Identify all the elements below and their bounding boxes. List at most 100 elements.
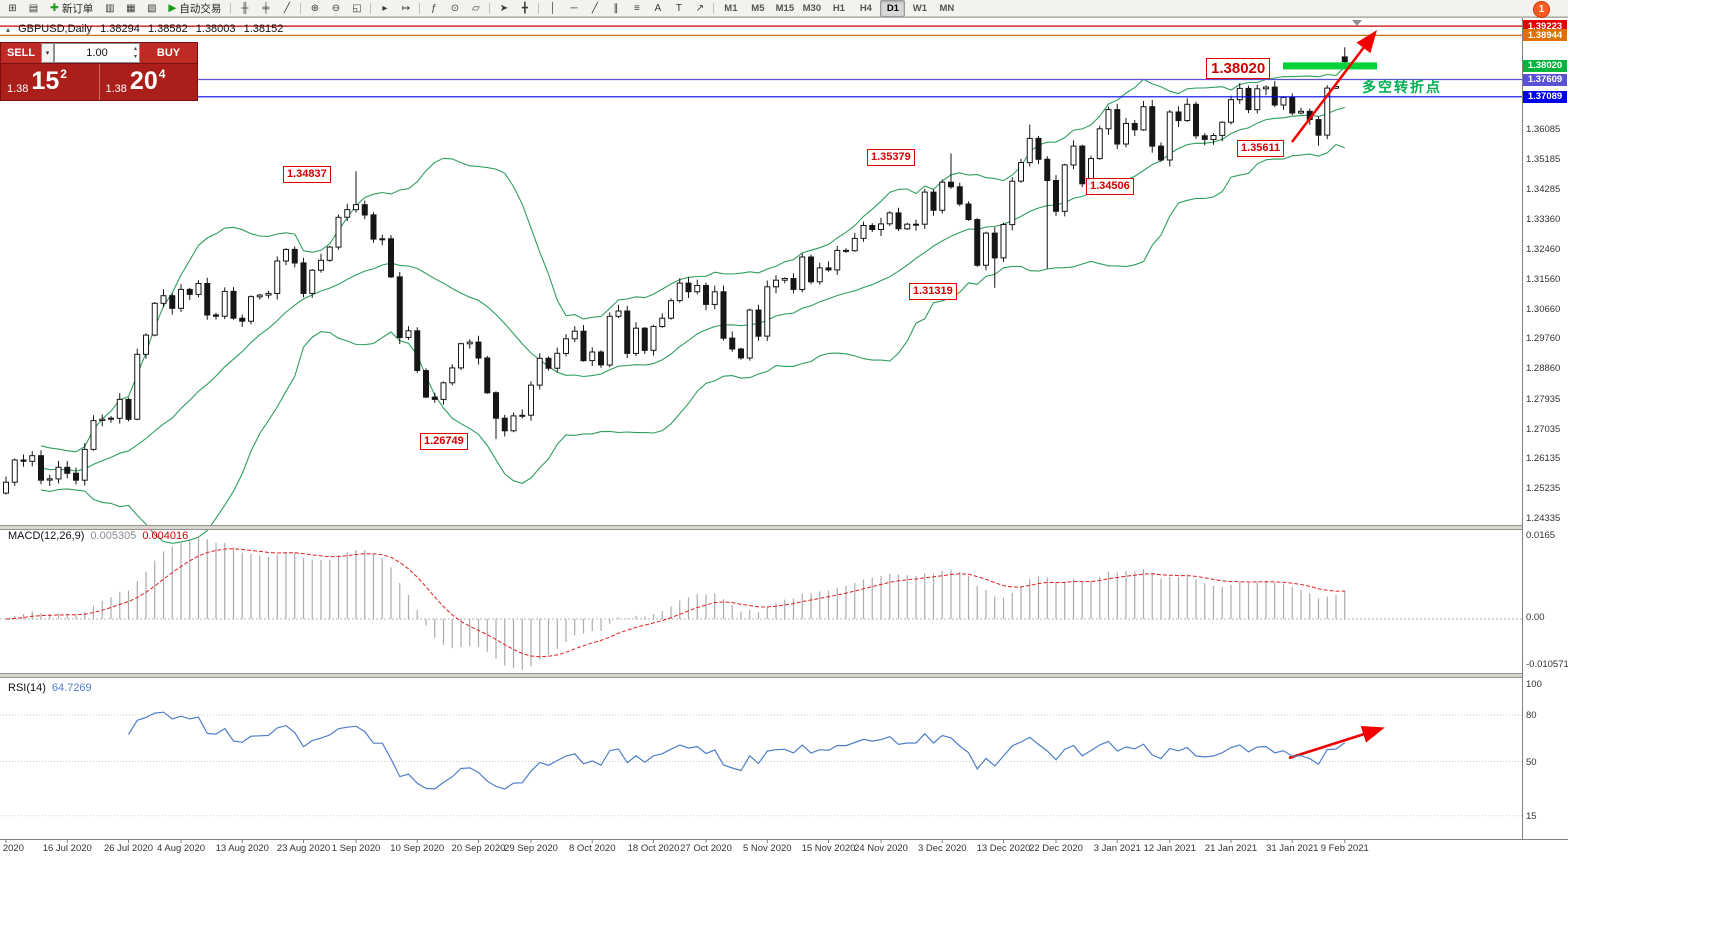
timeframe-w1[interactable]: W1 bbox=[912, 2, 928, 14]
lot-size-input[interactable]: 1.00 ▴ ▾ bbox=[54, 43, 140, 63]
profiles-icon: ▤ bbox=[28, 2, 39, 14]
periods-icon[interactable]: ⊙ bbox=[445, 0, 464, 17]
date-label[interactable]: 13 Aug 2020 bbox=[215, 843, 269, 854]
zoom-in-icon[interactable]: ⊕ bbox=[305, 0, 324, 17]
timeframe-h1[interactable]: H1 bbox=[832, 2, 845, 14]
price-annotation[interactable]: 1.35379 bbox=[867, 149, 915, 166]
cursor-icon[interactable]: ➤ bbox=[494, 0, 513, 17]
price-tag: 1.39223 bbox=[1523, 20, 1567, 33]
line-chart-icon: ╱ bbox=[283, 2, 290, 14]
equidistant-channel-icon[interactable]: ∥ bbox=[606, 0, 625, 17]
date-label[interactable]: 18 Oct 2020 bbox=[627, 843, 680, 854]
line-chart-icon[interactable]: ╱ bbox=[277, 0, 296, 17]
buy-price-button[interactable]: 1.38 20 4 bbox=[98, 64, 198, 100]
timeframe-m30[interactable]: M30 bbox=[802, 2, 822, 14]
date-label[interactable]: 21 Jan 2021 bbox=[1204, 843, 1258, 854]
macd-scale-tick: -0.010571 bbox=[1526, 659, 1568, 670]
rsi-scale-tick: 15 bbox=[1526, 810, 1537, 822]
price-annotation[interactable]: 1.34837 bbox=[283, 166, 331, 183]
date-label[interactable]: 9 Feb 2021 bbox=[1320, 843, 1369, 854]
chart-plot[interactable] bbox=[0, 0, 1568, 862]
turning-point-label[interactable]: 多空转折点 bbox=[1362, 79, 1442, 95]
date-label[interactable]: 12 Jan 2021 bbox=[1143, 843, 1196, 854]
toolbar-separator bbox=[489, 2, 491, 14]
new-chart-icon[interactable]: ⊞ bbox=[3, 0, 22, 17]
date-label[interactable]: 13 Dec 2020 bbox=[976, 843, 1031, 854]
timeframe-h4[interactable]: H4 bbox=[859, 2, 872, 14]
market-watch-icon: ▥ bbox=[105, 2, 115, 14]
date-label[interactable]: 22 Dec 2020 bbox=[1029, 843, 1083, 854]
sell-price-button[interactable]: 1.38 15 2 bbox=[1, 64, 99, 100]
date-label[interactable]: 23 Aug 2020 bbox=[276, 843, 331, 854]
buy-price-big: 20 bbox=[129, 67, 158, 95]
trendline-icon[interactable]: ╱ bbox=[585, 0, 604, 17]
sell-button[interactable]: SELL bbox=[6, 47, 36, 59]
date-label[interactable]: 1 Sep 2020 bbox=[331, 843, 381, 854]
chart-shift-icon[interactable]: ↦ bbox=[396, 0, 415, 17]
arrows-tool-icon[interactable]: ↗ bbox=[690, 0, 709, 17]
templates-icon[interactable]: ▱ bbox=[466, 0, 485, 17]
date-label[interactable]: 24 Nov 2020 bbox=[854, 843, 908, 854]
close-value: 1.38152 bbox=[243, 23, 284, 35]
date-label[interactable]: 16 Jul 2020 bbox=[42, 843, 92, 854]
price-annotation[interactable]: 1.31319 bbox=[909, 283, 957, 300]
date-label[interactable]: Jul 2020 bbox=[0, 843, 24, 854]
timeframe-m1[interactable]: M1 bbox=[724, 2, 738, 14]
macd-panel-separator[interactable] bbox=[0, 525, 1522, 530]
text-label-icon[interactable]: T bbox=[669, 0, 688, 17]
collapse-arrow-icon[interactable]: ▴ bbox=[6, 25, 11, 34]
price-annotation[interactable]: 1.34506 bbox=[1086, 178, 1134, 195]
new-order-button[interactable]: ✚ 新订单 bbox=[45, 0, 98, 17]
timeframe-m15[interactable]: M15 bbox=[775, 2, 795, 14]
price-tick: 1.35185 bbox=[1526, 153, 1561, 165]
auto-trading-button[interactable]: ▶ 自动交易 bbox=[163, 0, 226, 17]
price-tick: 1.34285 bbox=[1526, 183, 1561, 195]
symbol-ohlc: ▴ GBPUSD,Daily 1.38294 1.38582 1.38003 1… bbox=[6, 23, 288, 35]
indicators-icon[interactable]: ƒ bbox=[424, 0, 443, 17]
tile-windows-icon[interactable]: ◱ bbox=[347, 0, 366, 17]
notification-badge[interactable]: 1 bbox=[1533, 1, 1550, 18]
timeframe-mn[interactable]: MN bbox=[939, 2, 955, 14]
date-label[interactable]: 26 Jul 2020 bbox=[103, 843, 154, 854]
price-annotation[interactable]: 1.26749 bbox=[420, 433, 468, 450]
buy-button[interactable]: BUY bbox=[156, 47, 181, 59]
rsi-panel-separator[interactable] bbox=[0, 673, 1522, 678]
date-label[interactable]: 4 Aug 2020 bbox=[156, 843, 206, 854]
lot-spinner[interactable]: ▴ ▾ bbox=[134, 45, 137, 61]
low-value: 1.38003 bbox=[195, 23, 236, 35]
price-annotation[interactable]: 1.38020 bbox=[1206, 58, 1271, 79]
date-label[interactable]: 20 Sep 2020 bbox=[451, 843, 506, 854]
spinner-up-icon[interactable]: ▴ bbox=[133, 46, 137, 52]
date-label[interactable]: 3 Jan 2021 bbox=[1093, 843, 1141, 854]
crosshair-icon[interactable]: ╋ bbox=[515, 0, 534, 17]
arrows-tool-icon: ↗ bbox=[695, 2, 705, 14]
text-icon[interactable]: A bbox=[648, 0, 667, 17]
candlestick-chart-icon[interactable]: ╪ bbox=[256, 0, 275, 17]
date-label[interactable]: 29 Sep 2020 bbox=[504, 843, 558, 854]
market-watch-icon[interactable]: ▥ bbox=[100, 0, 119, 17]
order-type-dropdown[interactable]: ▾ bbox=[41, 43, 54, 63]
crosshair-icon: ╋ bbox=[521, 2, 528, 14]
timeframe-d1[interactable]: D1 bbox=[880, 0, 906, 17]
date-label[interactable]: 3 Dec 2020 bbox=[917, 843, 967, 854]
data-window-icon[interactable]: ▦ bbox=[121, 0, 140, 17]
auto-scroll-icon[interactable]: ▸ bbox=[375, 0, 394, 17]
date-label[interactable]: 10 Sep 2020 bbox=[390, 843, 445, 854]
symbol-period-label: GBPUSD,Daily bbox=[18, 23, 93, 35]
date-label[interactable]: 15 Nov 2020 bbox=[801, 843, 856, 854]
date-label[interactable]: 8 Oct 2020 bbox=[569, 843, 616, 854]
horizontal-line-icon[interactable]: ─ bbox=[564, 0, 583, 17]
date-label[interactable]: 27 Oct 2020 bbox=[680, 843, 732, 854]
bar-chart-icon[interactable]: ╫ bbox=[235, 0, 254, 17]
spinner-down-icon[interactable]: ▾ bbox=[133, 54, 137, 60]
date-label[interactable]: 5 Nov 2020 bbox=[742, 843, 792, 854]
data-window-icon: ▦ bbox=[126, 2, 136, 14]
timeframe-m5[interactable]: M5 bbox=[751, 2, 765, 14]
vertical-line-icon[interactable]: │ bbox=[543, 0, 562, 17]
price-annotation[interactable]: 1.35611 bbox=[1237, 140, 1285, 157]
profiles-icon[interactable]: ▤ bbox=[24, 0, 43, 17]
strategy-tester-icon[interactable]: ▧ bbox=[142, 0, 161, 17]
date-label[interactable]: 31 Jan 2021 bbox=[1266, 843, 1319, 854]
zoom-out-icon[interactable]: ⊖ bbox=[326, 0, 345, 17]
fibonacci-icon[interactable]: ≡ bbox=[627, 0, 646, 17]
